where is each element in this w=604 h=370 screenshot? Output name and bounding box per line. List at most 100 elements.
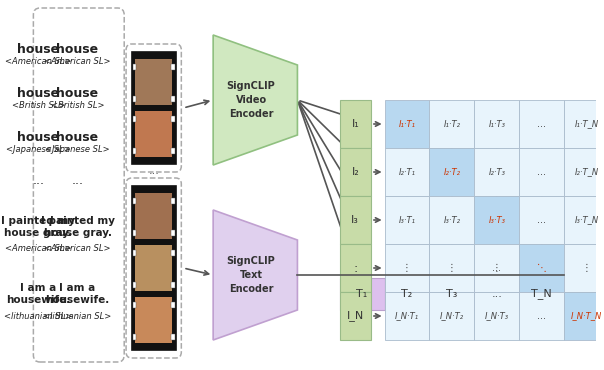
Bar: [429, 196, 474, 244]
Bar: [474, 100, 519, 148]
Text: :: :: [353, 262, 358, 275]
Text: <American SL>: <American SL>: [5, 244, 72, 253]
Bar: [429, 278, 474, 310]
Bar: [171, 96, 175, 102]
Bar: [171, 282, 175, 288]
Bar: [133, 250, 137, 256]
Bar: [171, 302, 175, 308]
Bar: [564, 196, 604, 244]
Text: <American SL>: <American SL>: [44, 244, 111, 253]
Text: I₃·T_N: I₃·T_N: [574, 215, 599, 225]
FancyBboxPatch shape: [33, 8, 124, 362]
Text: I₃·T₃: I₃·T₃: [489, 215, 506, 225]
Bar: [133, 198, 137, 204]
Text: I_N·T₂: I_N·T₂: [440, 312, 464, 320]
Text: I₂: I₂: [352, 167, 359, 177]
Bar: [339, 278, 385, 310]
Text: ⋮: ⋮: [447, 263, 457, 273]
Text: house: house: [18, 43, 59, 56]
Bar: [339, 292, 371, 340]
Text: I_N·T₃: I_N·T₃: [485, 312, 509, 320]
Bar: [171, 198, 175, 204]
Bar: [133, 64, 137, 70]
Bar: [133, 282, 137, 288]
Text: I₁·T_N: I₁·T_N: [574, 120, 599, 128]
Bar: [564, 148, 604, 196]
Text: SignCLIP
Text
Encoder: SignCLIP Text Encoder: [226, 256, 275, 294]
Bar: [133, 148, 137, 154]
Bar: [519, 148, 564, 196]
Bar: [339, 148, 371, 196]
Text: I_N·T₁: I_N·T₁: [395, 312, 419, 320]
Text: I am a
housewife.: I am a housewife.: [6, 283, 71, 305]
Text: ⋮: ⋮: [582, 263, 592, 273]
Text: <Japanese SL>: <Japanese SL>: [45, 145, 110, 154]
Bar: [135, 111, 172, 157]
Text: ...: ...: [538, 119, 546, 129]
Bar: [339, 244, 371, 292]
Text: <American SL>: <American SL>: [44, 57, 111, 65]
Bar: [135, 245, 172, 291]
Text: ⋮: ⋮: [402, 263, 412, 273]
Bar: [385, 292, 429, 340]
Text: ⋮: ⋮: [492, 263, 502, 273]
Text: I₁·T₂: I₁·T₂: [443, 120, 460, 128]
Bar: [132, 52, 176, 164]
Text: ...: ...: [492, 263, 501, 273]
Text: I₃: I₃: [352, 215, 359, 225]
Text: I₂·T₃: I₂·T₃: [489, 168, 506, 176]
Bar: [133, 230, 137, 236]
Text: I₁·T₁: I₁·T₁: [399, 120, 416, 128]
Text: I₃·T₁: I₃·T₁: [399, 215, 416, 225]
Text: I painted my
house gray.: I painted my house gray.: [1, 216, 76, 238]
Polygon shape: [213, 35, 297, 165]
Bar: [133, 96, 137, 102]
Text: T₁: T₁: [356, 289, 368, 299]
Bar: [519, 196, 564, 244]
Bar: [564, 292, 604, 340]
Bar: [474, 278, 519, 310]
Bar: [135, 193, 172, 239]
Bar: [133, 116, 137, 122]
Text: I₂·T_N: I₂·T_N: [574, 168, 599, 176]
Bar: [385, 244, 429, 292]
Text: ...: ...: [148, 166, 159, 176]
Bar: [339, 196, 371, 244]
Text: ...: ...: [538, 167, 546, 177]
Text: SignCLIP
Video
Encoder: SignCLIP Video Encoder: [226, 81, 275, 119]
Text: ⋱: ⋱: [537, 263, 547, 273]
Bar: [171, 334, 175, 340]
Bar: [474, 244, 519, 292]
Text: I₁·T₃: I₁·T₃: [489, 120, 506, 128]
Bar: [519, 278, 564, 310]
Bar: [171, 116, 175, 122]
Bar: [429, 244, 474, 292]
Bar: [519, 244, 564, 292]
Text: house: house: [18, 131, 59, 144]
Bar: [519, 292, 564, 340]
Text: ...: ...: [33, 174, 44, 187]
Bar: [171, 148, 175, 154]
Bar: [429, 148, 474, 196]
Text: <lithuanian SL>: <lithuanian SL>: [43, 312, 112, 320]
Text: <British SL>: <British SL>: [11, 101, 65, 110]
Bar: [474, 196, 519, 244]
Bar: [171, 230, 175, 236]
Bar: [474, 292, 519, 340]
Text: <British SL>: <British SL>: [51, 101, 104, 110]
Bar: [339, 100, 371, 148]
Text: house: house: [56, 43, 98, 56]
Polygon shape: [213, 210, 297, 340]
Text: I₁: I₁: [352, 119, 359, 129]
Text: T_N: T_N: [532, 289, 552, 299]
Text: house: house: [56, 87, 98, 100]
Text: <lithuanian SL>: <lithuanian SL>: [4, 312, 72, 320]
Text: I_N: I_N: [347, 310, 364, 322]
Text: ...: ...: [492, 289, 503, 299]
Bar: [385, 278, 429, 310]
Text: I_N·T_N: I_N·T_N: [571, 312, 602, 320]
Text: I₂·T₂: I₂·T₂: [443, 168, 460, 176]
Bar: [133, 302, 137, 308]
Text: <American SL>: <American SL>: [5, 57, 72, 65]
Bar: [564, 244, 604, 292]
